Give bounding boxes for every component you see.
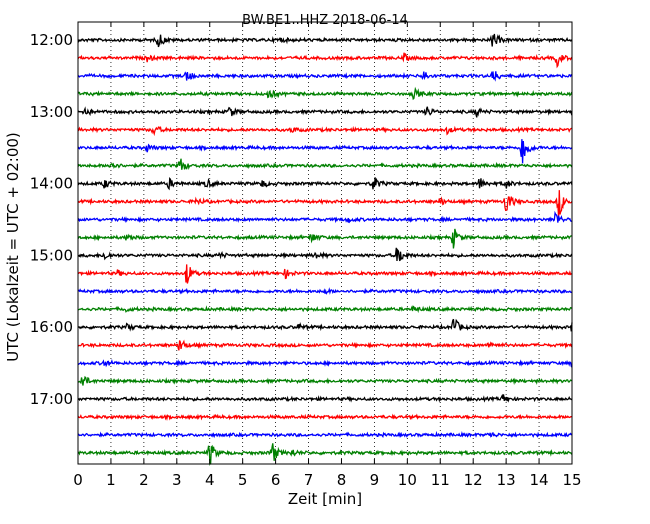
trace-1715 <box>77 413 573 422</box>
x-tick-label: 7 <box>304 471 314 489</box>
trace-1215 <box>77 52 573 69</box>
x-tick-label: 4 <box>205 471 215 489</box>
grid-layer <box>110 22 540 464</box>
trace-1245 <box>77 86 573 101</box>
x-tick-label: 5 <box>238 471 248 489</box>
trace-1615 <box>77 339 573 351</box>
trace-1645 <box>77 375 573 386</box>
x-tick-label: 10 <box>398 471 417 489</box>
trace-1200 <box>77 33 573 48</box>
trace-layer <box>77 33 573 466</box>
y-tick-label: 14:00 <box>30 175 73 193</box>
trace-1230 <box>77 70 573 82</box>
trace-1730 <box>77 430 573 439</box>
x-tick-label: 14 <box>530 471 549 489</box>
trace-1300 <box>77 106 573 118</box>
trace-1315 <box>77 125 573 137</box>
x-tick-label: 2 <box>139 471 149 489</box>
x-tick-label: 15 <box>562 471 581 489</box>
x-tick-label: 3 <box>172 471 182 489</box>
x-tick-label: 8 <box>337 471 347 489</box>
trace-1530 <box>77 287 573 295</box>
y-tick-label: 17:00 <box>30 390 73 408</box>
trace-1700 <box>77 393 573 403</box>
x-tick-label: 0 <box>73 471 83 489</box>
y-tick-label: 16:00 <box>30 318 73 336</box>
trace-1600 <box>77 318 573 332</box>
trace-1415 <box>77 190 573 218</box>
x-tick-label: 9 <box>370 471 380 489</box>
x-tick-label: 13 <box>497 471 516 489</box>
x-tick-label: 1 <box>106 471 116 489</box>
trace-1515 <box>77 264 573 284</box>
y-tick-label: 13:00 <box>30 103 73 121</box>
plot-frame <box>77 21 573 465</box>
trace-1400 <box>77 177 573 191</box>
x-axis-label: Zeit [min] <box>288 490 362 508</box>
trace-1545 <box>77 305 573 314</box>
trace-1500 <box>77 247 573 262</box>
trace-1330 <box>77 139 573 164</box>
tick-layer: 0 1 2 3 4 5 6 7 8 9 10 11 12 13 14 1512:0013:0014:0015:… <box>30 22 582 489</box>
trace-1345 <box>77 158 573 170</box>
trace-1630 <box>77 359 573 368</box>
y-tick-label: 15:00 <box>30 246 73 264</box>
trace-1745 <box>77 443 573 466</box>
trace-1445 <box>77 228 573 249</box>
y-axis-label: UTC (Lokalzeit = UTC + 02:00) <box>4 132 22 362</box>
trace-1430 <box>77 210 573 224</box>
chart-title: BW.BE1..HHZ 2018-06-14 <box>242 13 408 28</box>
x-tick-label: 12 <box>464 471 483 489</box>
x-tick-label: 11 <box>431 471 450 489</box>
x-tick-label: 6 <box>271 471 281 489</box>
y-tick-label: 12:00 <box>30 31 73 49</box>
